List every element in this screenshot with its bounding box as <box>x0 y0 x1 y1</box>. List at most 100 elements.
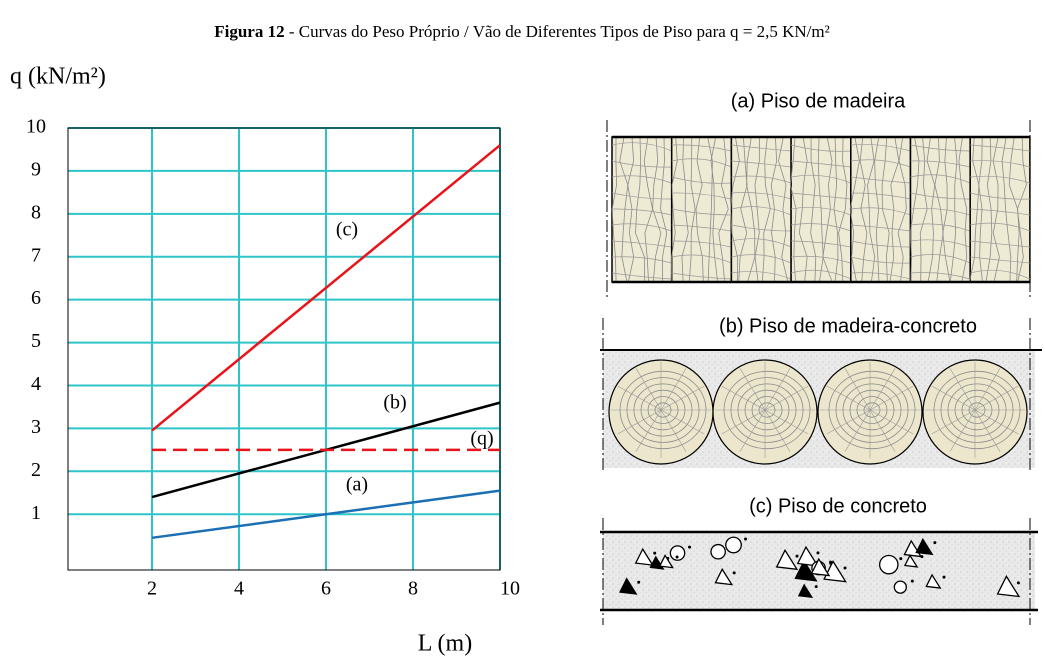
dot <box>829 561 833 565</box>
ray <box>974 385 1019 411</box>
x-tick-label: 2 <box>147 578 157 600</box>
dot <box>942 575 946 579</box>
ray <box>660 385 705 411</box>
grain <box>910 223 971 232</box>
ray <box>764 368 791 411</box>
grain <box>611 208 672 216</box>
aggregate <box>823 560 847 583</box>
x-tick-label: 8 <box>408 578 418 600</box>
y-axis-label: q (kN/m²) <box>10 64 106 90</box>
ray <box>931 409 976 435</box>
ray <box>869 368 896 411</box>
grain <box>850 240 911 248</box>
aggregate <box>893 580 907 594</box>
concrete-floor <box>600 518 1038 625</box>
series-line <box>151 489 501 540</box>
grain <box>731 271 792 280</box>
ray <box>617 385 662 411</box>
grain <box>970 256 1030 264</box>
grain <box>810 136 817 282</box>
aggregate <box>669 545 686 561</box>
grain <box>850 159 911 168</box>
grain <box>791 174 851 184</box>
ray <box>764 409 809 435</box>
ray <box>869 385 914 411</box>
y-tick-label: 4 <box>31 373 41 395</box>
ray <box>826 385 871 411</box>
grain <box>671 224 732 232</box>
grain <box>850 176 911 184</box>
grain <box>970 269 1031 280</box>
grain <box>635 136 646 282</box>
grain <box>910 239 971 248</box>
dot <box>675 555 679 559</box>
ray <box>721 409 766 435</box>
grain <box>738 136 748 282</box>
grain <box>671 272 732 280</box>
grain <box>970 192 1030 200</box>
ray <box>721 385 766 411</box>
ray <box>974 409 1019 435</box>
dot <box>899 557 903 561</box>
grain <box>731 160 792 168</box>
grain <box>791 192 851 200</box>
grain <box>671 208 732 216</box>
grain <box>695 136 704 282</box>
ray <box>660 409 687 452</box>
grain <box>730 136 740 282</box>
dot <box>744 537 748 541</box>
series-label: (c) <box>336 219 358 241</box>
title-rest: - Curvas do Peso Próprio / Vão de Difere… <box>285 22 830 41</box>
grain <box>611 192 672 200</box>
x-tick-label: 4 <box>234 578 244 600</box>
plot-frame <box>67 127 501 571</box>
grain <box>731 175 792 184</box>
ray <box>739 409 766 452</box>
y-tick-label: 5 <box>31 330 41 352</box>
grain <box>910 208 971 216</box>
grain <box>671 144 732 152</box>
series-label: (a) <box>346 474 368 496</box>
grain <box>791 207 851 216</box>
grain <box>791 240 851 248</box>
series-line <box>151 144 501 432</box>
grain <box>897 136 907 282</box>
aggregate <box>996 575 1021 598</box>
grain <box>838 136 848 282</box>
aggregate <box>775 548 799 571</box>
dot <box>688 545 692 549</box>
panel-label: (b) Piso de madeira-concreto <box>719 315 977 337</box>
ray <box>764 409 791 452</box>
ray <box>739 368 766 411</box>
ray <box>974 409 1001 452</box>
aggregate <box>903 554 919 568</box>
grain <box>859 136 868 282</box>
title: Figura 12 - Curvas do Peso Próprio / Vão… <box>214 22 829 41</box>
grain <box>731 192 792 200</box>
ray <box>869 409 896 452</box>
title-bold: Figura 12 <box>214 22 284 41</box>
grain <box>718 136 729 282</box>
grain <box>978 136 983 282</box>
grain <box>671 192 732 200</box>
y-tick-label: 9 <box>31 159 41 181</box>
grain <box>671 176 732 184</box>
ray <box>844 368 871 411</box>
series-label: (q) <box>470 428 493 450</box>
grain <box>710 136 718 282</box>
grain <box>910 272 971 280</box>
aggregate <box>796 545 819 567</box>
wood-floor <box>606 120 1031 298</box>
grain <box>850 256 911 264</box>
grain <box>731 238 792 248</box>
grain <box>681 136 689 282</box>
dot <box>933 541 937 545</box>
grain <box>611 142 672 152</box>
grain <box>731 254 792 264</box>
y-tick-label: 3 <box>31 416 41 438</box>
grain <box>611 175 672 184</box>
ray <box>635 368 662 411</box>
grain <box>850 272 911 280</box>
grain <box>778 136 789 282</box>
ray <box>660 409 705 435</box>
